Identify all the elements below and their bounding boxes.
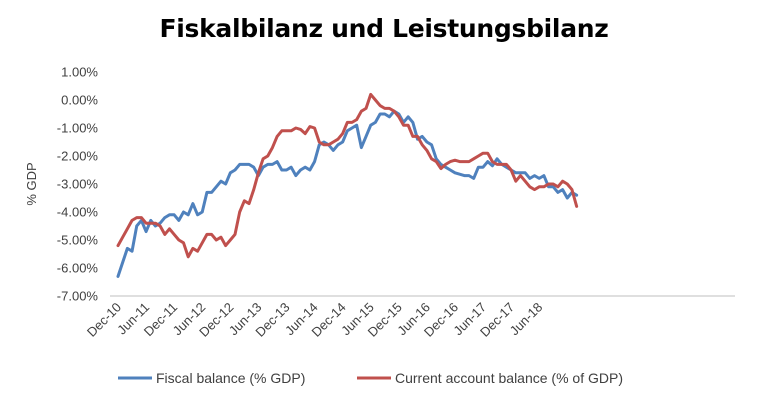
y-tick-label: 1.00% (61, 65, 98, 80)
x-tick-label: Dec-10 (84, 300, 124, 340)
legend-label-current-account: Current account balance (% of GDP) (395, 370, 623, 386)
y-axis-label-group: % GDP (24, 162, 39, 205)
y-axis-ticks: 1.00% 0.00% -1.00% -2.00% -3.00% -4.00% -5.00%… (57, 65, 99, 304)
series-line-current-account (116, 92, 579, 259)
series-line-fiscal-balance (116, 109, 579, 278)
x-axis-ticks: Dec-10Jun-11Dec-11Jun-12Dec-12Jun-13Dec-… (84, 300, 545, 340)
y-tick-label: -2.00% (57, 149, 99, 164)
y-tick-label: -4.00% (57, 205, 99, 220)
chart-title: Fiskalbilanz und Leistungsbilanz (159, 14, 609, 43)
y-tick-label: 0.00% (61, 93, 98, 108)
legend-item-current-account: Current account balance (% of GDP) (357, 370, 623, 386)
legend: Fiscal balance (% GDP) Current account b… (118, 370, 623, 386)
legend-label-fiscal: Fiscal balance (% GDP) (156, 370, 305, 386)
y-tick-label: -5.00% (57, 233, 99, 248)
y-tick-label: -1.00% (57, 121, 99, 136)
y-tick-label: -3.00% (57, 177, 99, 192)
legend-item-fiscal: Fiscal balance (% GDP) (118, 370, 305, 386)
y-tick-label: -7.00% (57, 289, 99, 304)
y-tick-label: -6.00% (57, 261, 99, 276)
y-axis-label: % GDP (24, 162, 39, 205)
series-lines (116, 92, 579, 278)
